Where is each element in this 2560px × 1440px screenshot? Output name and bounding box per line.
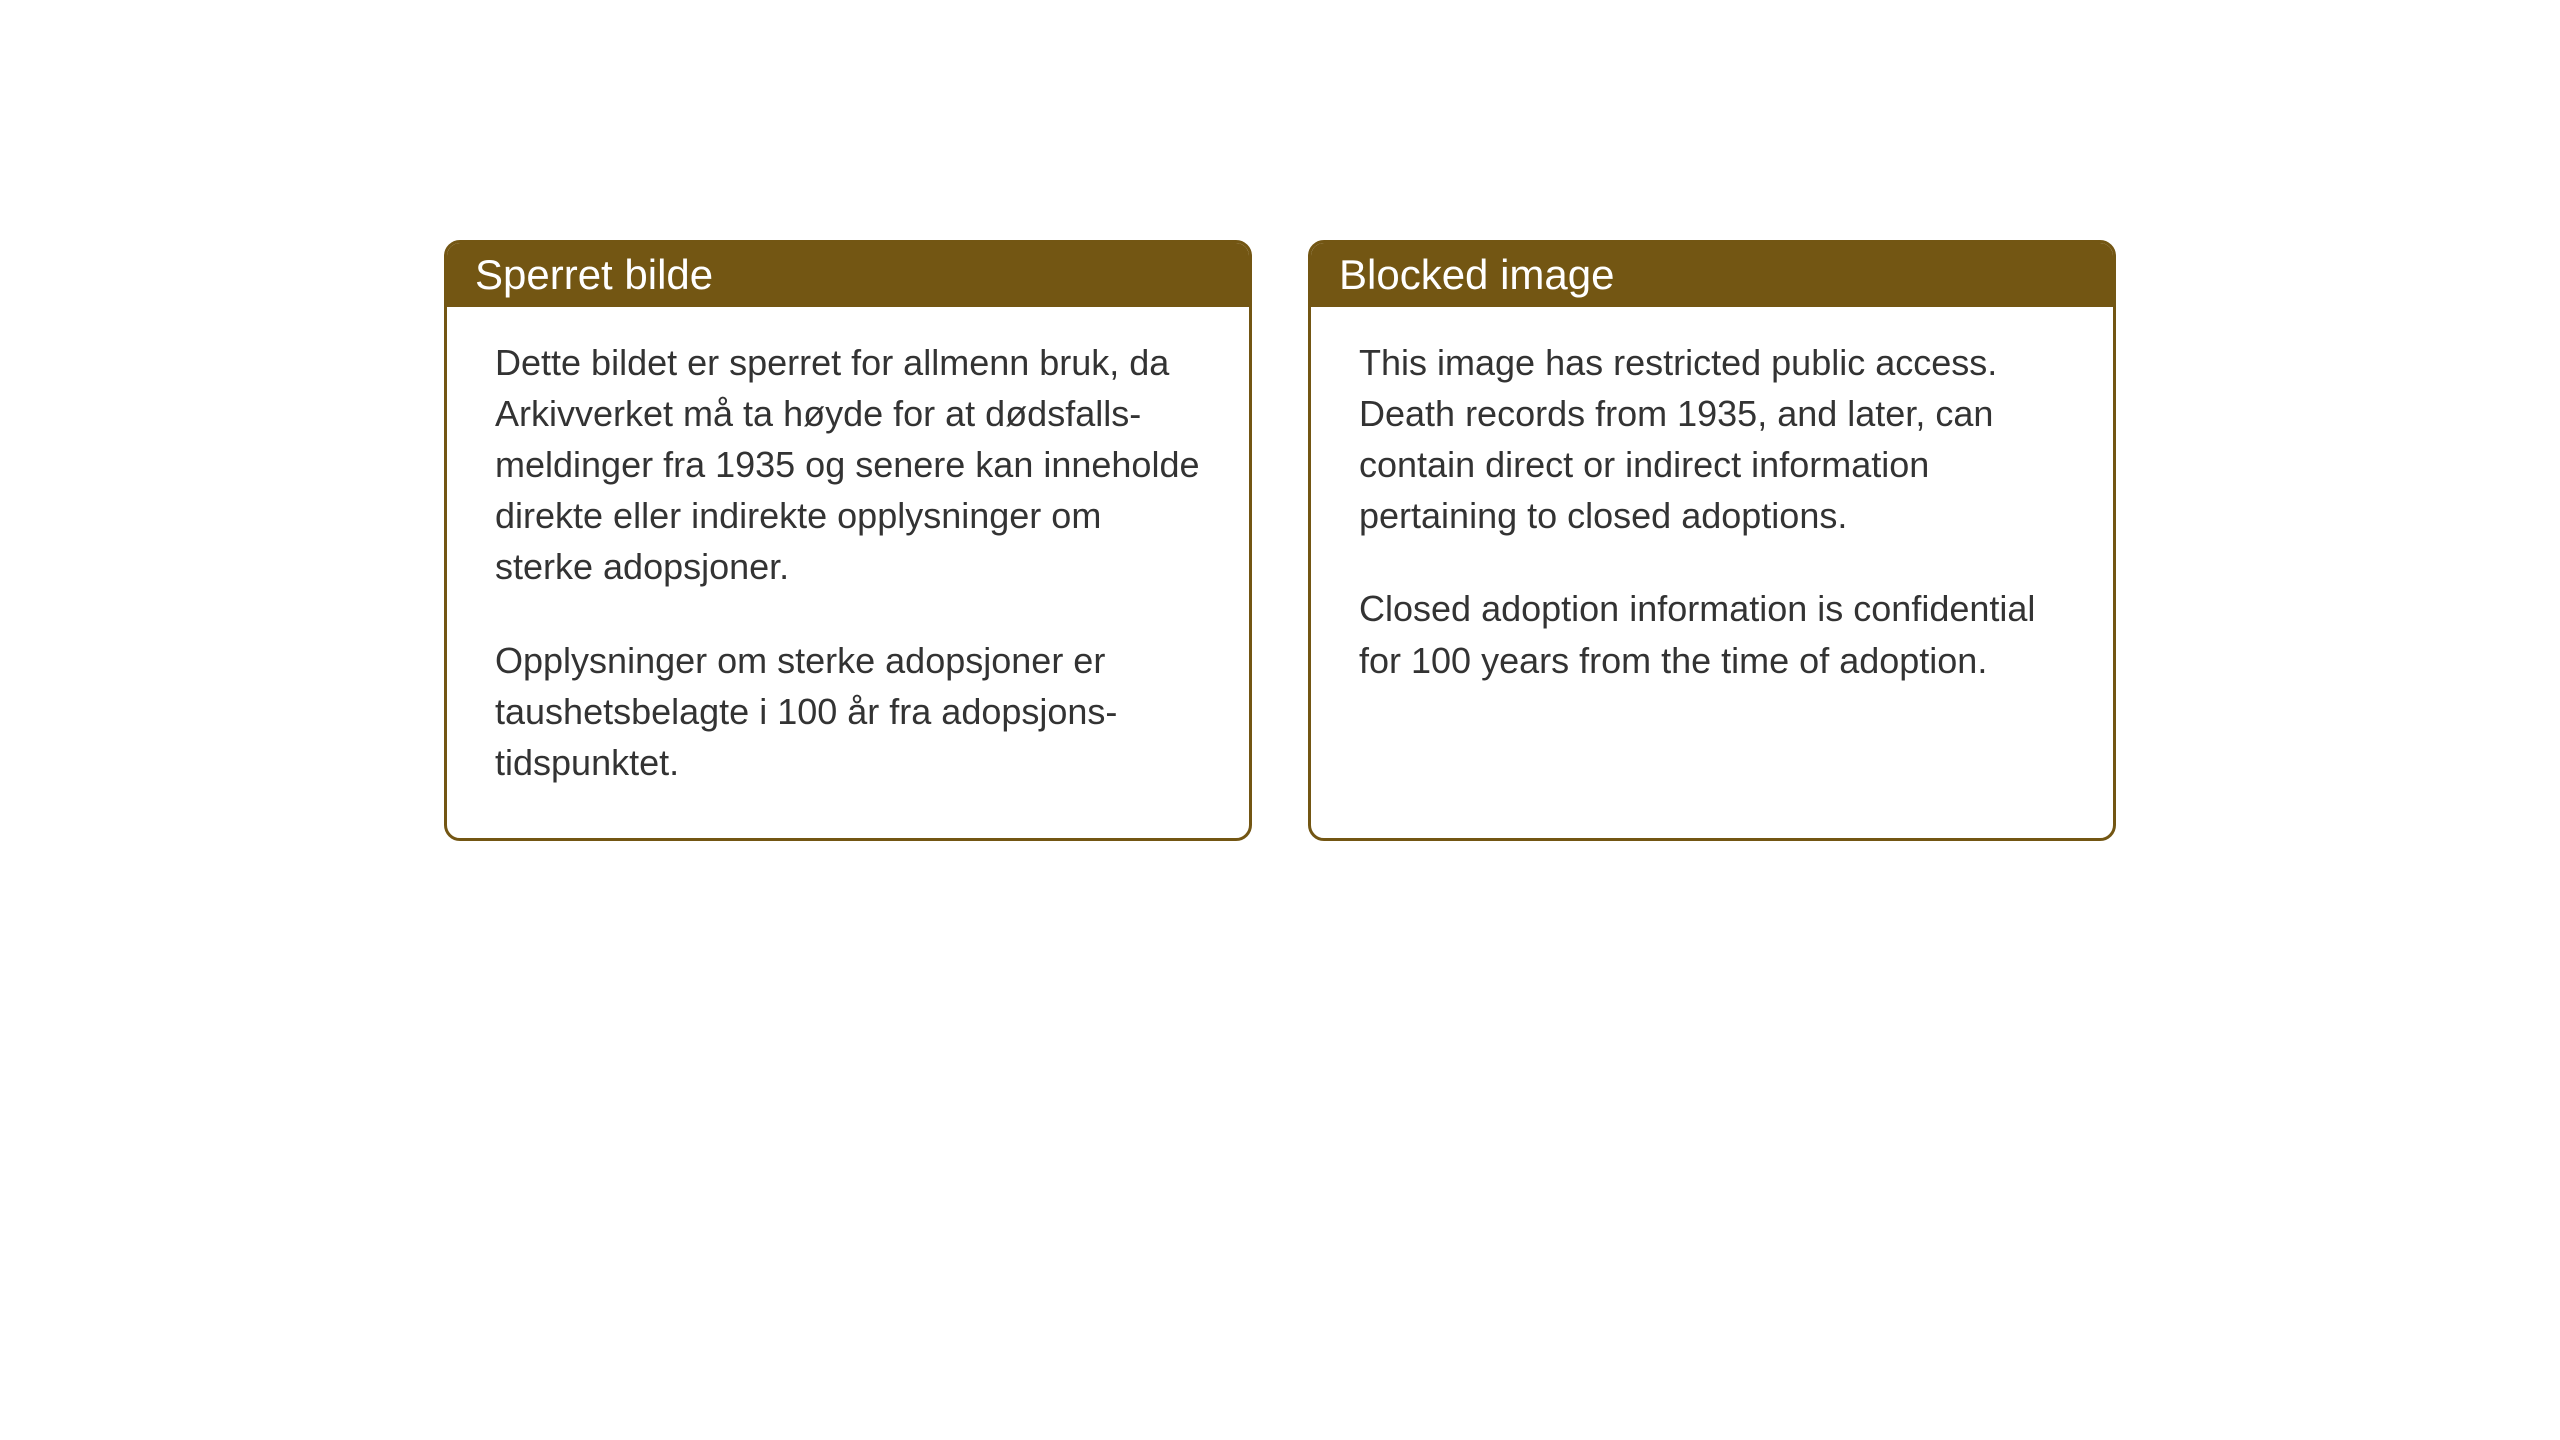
notice-paragraph-1-english: This image has restricted public access.… bbox=[1359, 337, 2065, 541]
notice-paragraph-2-english: Closed adoption information is confident… bbox=[1359, 583, 2065, 685]
notice-header-english: Blocked image bbox=[1311, 243, 2113, 307]
notice-body-norwegian: Dette bildet er sperret for allmenn bruk… bbox=[447, 307, 1249, 838]
notice-container: Sperret bilde Dette bildet er sperret fo… bbox=[444, 240, 2116, 841]
notice-box-norwegian: Sperret bilde Dette bildet er sperret fo… bbox=[444, 240, 1252, 841]
notice-paragraph-2-norwegian: Opplysninger om sterke adopsjoner er tau… bbox=[495, 635, 1201, 788]
notice-title-english: Blocked image bbox=[1339, 251, 1614, 298]
notice-paragraph-1-norwegian: Dette bildet er sperret for allmenn bruk… bbox=[495, 337, 1201, 593]
notice-box-english: Blocked image This image has restricted … bbox=[1308, 240, 2116, 841]
notice-header-norwegian: Sperret bilde bbox=[447, 243, 1249, 307]
notice-title-norwegian: Sperret bilde bbox=[475, 251, 713, 298]
notice-body-english: This image has restricted public access.… bbox=[1311, 307, 2113, 736]
